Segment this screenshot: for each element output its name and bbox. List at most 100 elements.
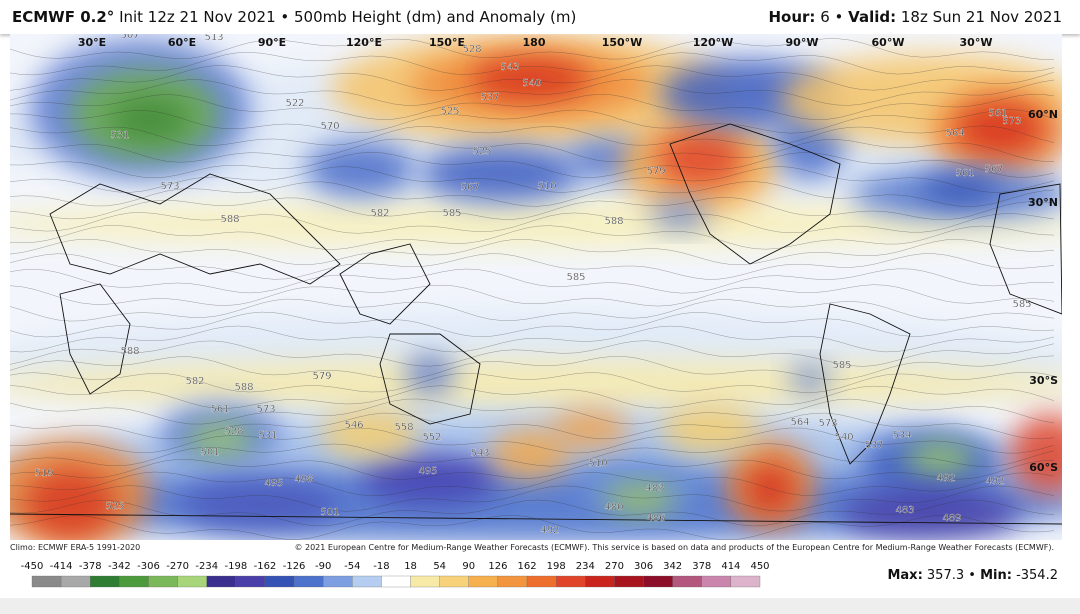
contour-label: 585 — [1012, 299, 1031, 310]
colorbar-segment — [90, 575, 120, 588]
anomaly-blob — [955, 101, 1045, 157]
header: ECMWF 0.2° Init 12z 21 Nov 2021 • 500mb … — [0, 0, 1080, 34]
bottom-bar — [0, 598, 1080, 614]
valid: 18z Sun 21 Nov 2021 — [900, 8, 1062, 26]
colorbar-segment — [264, 575, 295, 588]
anomaly-blob — [605, 484, 675, 514]
colorbar-tick-label: -450 — [21, 561, 44, 572]
footer: Climo: ECMWF ERA-5 1991-2020 © 2021 Euro… — [0, 540, 1080, 600]
contour-label: 489 — [942, 513, 961, 524]
anomaly-blob — [790, 364, 830, 394]
coastline — [819, 303, 911, 465]
anomaly-blob — [305, 141, 415, 197]
climo: Climo: ECMWF ERA-5 1991-2020 — [10, 543, 141, 552]
coastlines — [10, 123, 1062, 525]
contour-label: 561 — [210, 404, 229, 415]
anomaly-blob — [490, 429, 570, 479]
contour-label: 522 — [285, 98, 304, 109]
contour-label: 582 — [185, 376, 204, 387]
longitude-label: 120°W — [693, 36, 734, 49]
colorbar-tick-label: -198 — [224, 561, 247, 572]
contour-label: 564 — [790, 417, 809, 428]
colorbar-segment — [235, 575, 266, 588]
contour-label: 543 — [500, 62, 519, 73]
anomaly-blob — [10, 202, 1062, 246]
max-label: Max: — [887, 568, 923, 583]
contour-label: 573 — [160, 181, 179, 192]
contour-line — [10, 485, 1055, 512]
latitude-label: 30°N — [1028, 196, 1058, 209]
colorbar-segment — [352, 575, 382, 588]
coastline — [379, 333, 481, 425]
colorbar-segment — [439, 575, 469, 588]
colorbar-tick-label: 378 — [692, 561, 711, 572]
colorbar-segment — [206, 575, 236, 588]
colorbar-segment — [701, 575, 732, 588]
contour-label: 486 — [646, 513, 665, 524]
contour-label: 525 — [105, 501, 124, 512]
contour-label: 585 — [832, 360, 851, 371]
contour-line — [10, 268, 1055, 294]
colorbar-segment — [643, 575, 673, 588]
contour-line — [10, 65, 1055, 91]
anomaly-blob — [25, 469, 115, 539]
anomaly-blob — [650, 199, 710, 229]
colorbar-tick-label: -126 — [283, 561, 306, 572]
contour-line — [10, 284, 1055, 307]
contour-line — [10, 212, 1055, 234]
contours — [10, 38, 1055, 540]
contour-line — [10, 325, 1055, 353]
latitude-label: 60°N — [1028, 108, 1058, 121]
longitude-label: 30°W — [960, 36, 993, 49]
colorbar-tick-label: 270 — [605, 561, 624, 572]
longitude-label: 60°W — [872, 36, 905, 49]
colorbar-segment — [381, 575, 411, 588]
colorbar-tick-label: 450 — [750, 561, 769, 572]
contour-line — [10, 311, 1055, 338]
contour-label: 582 — [370, 208, 389, 219]
contour-line — [10, 152, 1055, 179]
contour-line — [10, 52, 1055, 76]
colorbar-tick-label: -90 — [315, 561, 331, 572]
colorbar-tick-label: 18 — [404, 561, 417, 572]
colorbar-tick-label: 90 — [462, 561, 475, 572]
contour-label: 540 — [522, 78, 541, 89]
contour-line — [10, 166, 1055, 193]
hour: 6 — [820, 8, 830, 26]
latitude-label: 60°S — [1029, 461, 1058, 474]
colorbar-tick-label: -54 — [344, 561, 360, 572]
contour-line — [10, 298, 1055, 322]
anomaly-blob — [110, 97, 190, 141]
anomaly-blob — [550, 409, 630, 449]
anomaly-blob — [185, 421, 255, 457]
coastline — [989, 183, 1062, 315]
anomaly-blob — [470, 57, 590, 101]
contour-line — [10, 79, 1055, 106]
contour-label: 588 — [220, 214, 239, 225]
colorbar-segment — [526, 575, 557, 588]
colorbar-tick-label: -162 — [254, 561, 277, 572]
colorbar-segment — [672, 575, 702, 588]
contour-line — [10, 427, 1055, 454]
contour-label: 561 — [988, 108, 1007, 119]
valid-label: Valid: — [848, 8, 897, 26]
contour-label: 498 — [294, 474, 313, 485]
colorbar-tick-label: -378 — [79, 561, 102, 572]
contour-label: 546 — [344, 420, 363, 431]
anomaly-blob — [840, 489, 1020, 539]
anomaly-blob — [745, 464, 795, 514]
contour-label: 564 — [945, 128, 964, 139]
contour-label: 552 — [422, 432, 441, 443]
colorbar-tick-label: 342 — [663, 561, 682, 572]
contour-label: 513 — [204, 34, 223, 43]
contour-label: 588 — [234, 382, 253, 393]
contour-line — [10, 459, 1055, 480]
contour-label: 537 — [480, 92, 499, 103]
latitude-label: 30°S — [1029, 374, 1058, 387]
colorbar-segment — [497, 575, 528, 588]
contour-label: 573 — [1002, 116, 1021, 127]
longitude-label: 90°W — [786, 36, 819, 49]
coastline — [10, 513, 1062, 525]
contour-label: 534 — [892, 430, 911, 441]
contour-label: 501 — [320, 507, 339, 518]
